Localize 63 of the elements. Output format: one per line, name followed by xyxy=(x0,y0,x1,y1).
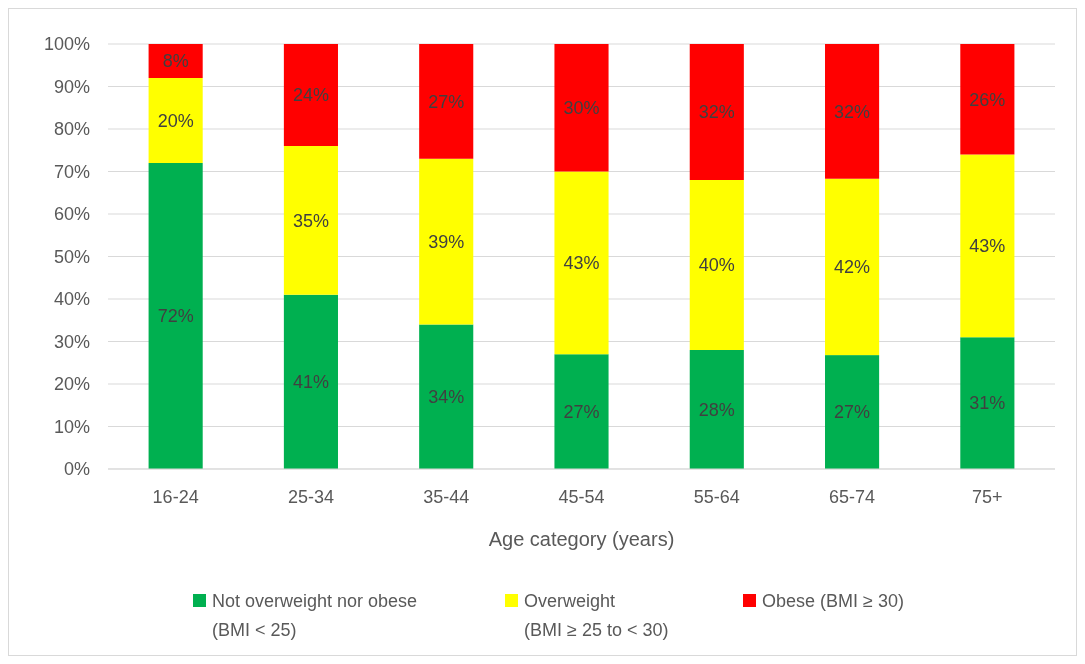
y-tick-label: 30% xyxy=(53,331,90,352)
bar xyxy=(960,337,1015,469)
bar xyxy=(554,171,609,355)
data-label: 35% xyxy=(292,210,329,231)
y-tick-label: 90% xyxy=(53,76,90,97)
bar xyxy=(825,178,880,356)
bar xyxy=(960,154,1015,338)
data-label: 72% xyxy=(157,306,194,327)
data-label: 28% xyxy=(698,399,735,420)
data-label: 32% xyxy=(834,101,871,122)
y-tick-label: 40% xyxy=(53,289,90,310)
data-label: 20% xyxy=(157,110,194,131)
data-label: 30% xyxy=(563,98,600,119)
data-label: 41% xyxy=(292,372,329,393)
x-axis-title: Age category (years) xyxy=(488,528,675,550)
bar xyxy=(283,44,338,146)
y-tick-label: 50% xyxy=(53,246,90,267)
bar xyxy=(283,146,338,295)
data-label: 39% xyxy=(428,231,465,252)
x-tick-label: 75+ xyxy=(972,487,1003,507)
y-tick-label: 20% xyxy=(53,374,90,395)
bar xyxy=(689,350,744,469)
bar xyxy=(283,294,338,469)
y-tick-label: 100% xyxy=(43,34,90,55)
y-tick-label: 60% xyxy=(53,204,90,225)
x-tick-label: 45-54 xyxy=(558,487,605,507)
bar xyxy=(825,355,880,469)
y-tick-label: 0% xyxy=(63,459,90,480)
bar xyxy=(689,44,744,180)
x-tick-label: 35-44 xyxy=(423,487,470,507)
data-label: 40% xyxy=(698,255,735,276)
data-label: 8% xyxy=(162,51,189,72)
data-label: 31% xyxy=(969,393,1006,414)
data-label: 32% xyxy=(698,102,735,123)
bar xyxy=(419,324,474,469)
y-tick-label: 80% xyxy=(53,119,90,140)
bar xyxy=(960,44,1015,155)
data-label: 43% xyxy=(563,253,600,274)
bar xyxy=(148,78,203,163)
bar xyxy=(554,354,609,469)
x-tick-label: 55-64 xyxy=(693,487,740,507)
bar xyxy=(419,158,474,325)
legend-label: Obese (BMI ≥ 30) xyxy=(762,591,904,611)
data-label: 27% xyxy=(834,402,871,423)
bar xyxy=(554,44,609,172)
data-label: 27% xyxy=(428,91,465,112)
bar xyxy=(689,180,744,350)
data-label: 26% xyxy=(969,89,1006,110)
legend-label: Not overweight nor obese (BMI < 25) xyxy=(212,591,418,640)
data-label: 24% xyxy=(292,85,329,106)
x-tick-label: 65-74 xyxy=(829,487,876,507)
y-tick-label: 10% xyxy=(53,416,90,437)
data-label: 34% xyxy=(428,387,465,408)
data-label: 27% xyxy=(563,401,600,422)
legend-label: Overweight (BMI ≥ 25 to < 30) xyxy=(524,591,669,640)
bar xyxy=(825,44,880,179)
bar xyxy=(419,44,474,159)
x-tick-label: 16-24 xyxy=(152,487,199,507)
data-label: 42% xyxy=(834,257,871,278)
x-tick-label: 25-34 xyxy=(287,487,334,507)
y-tick-label: 70% xyxy=(53,161,90,182)
bar xyxy=(148,163,203,469)
data-label: 43% xyxy=(969,236,1006,257)
